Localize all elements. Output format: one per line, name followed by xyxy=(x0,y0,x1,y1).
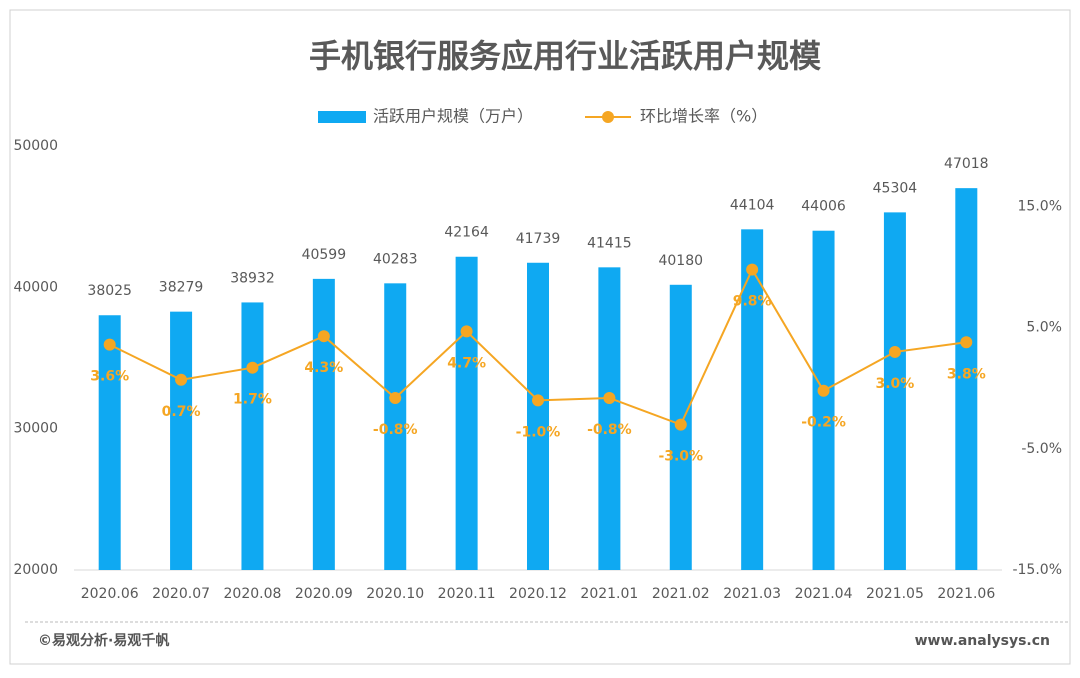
bar xyxy=(955,188,978,570)
bar xyxy=(527,262,549,570)
x-tick-label: 2020.11 xyxy=(438,586,496,602)
x-tick-label: 2021.02 xyxy=(652,586,710,602)
line-point xyxy=(674,418,687,431)
x-tick-label: 2021.04 xyxy=(795,586,853,602)
x-tick-label: 2021.06 xyxy=(937,586,995,602)
x-tick-label: 2020.12 xyxy=(509,586,567,602)
legend-swatch xyxy=(318,111,366,123)
x-tick-label: 2021.01 xyxy=(580,586,638,602)
x-tick-label: 2020.06 xyxy=(81,586,139,602)
chart-title: 手机银行服务应用行业活跃用户规模 xyxy=(309,37,821,75)
line-point xyxy=(460,325,473,338)
legend-label: 环比增长率（%） xyxy=(640,107,767,126)
line-point xyxy=(960,336,973,349)
line-value-label: 4.7% xyxy=(447,355,486,371)
bar-value-label: 44104 xyxy=(730,197,775,213)
bar-value-label: 38932 xyxy=(230,270,275,286)
line-value-label: 1.7% xyxy=(233,392,272,408)
y-tick-label: 50000 xyxy=(13,138,58,154)
line-point xyxy=(175,373,188,386)
bar-value-label: 42164 xyxy=(444,225,489,241)
x-tick-label: 2021.03 xyxy=(723,586,781,602)
legend-label: 活跃用户规模（万户） xyxy=(373,107,533,126)
y-tick-label: 30000 xyxy=(13,421,58,437)
bar xyxy=(455,256,478,570)
line-value-label: 3.8% xyxy=(947,366,986,382)
x-tick-label: 2020.08 xyxy=(224,586,282,602)
footer-source: ©易观分析·易观千帆 xyxy=(38,632,169,649)
line-value-label: -0.2% xyxy=(801,415,846,431)
y-tick-label: 40000 xyxy=(13,279,58,295)
bar xyxy=(812,230,835,570)
line-point xyxy=(317,330,330,343)
line-value-label: -1.0% xyxy=(516,424,561,440)
line-value-label: -3.0% xyxy=(658,449,703,465)
bar-value-label: 41739 xyxy=(516,231,561,247)
bar-value-label: 40599 xyxy=(302,247,347,263)
bar xyxy=(384,283,407,570)
y2-tick-label: 5.0% xyxy=(1026,320,1062,336)
bar-value-label: 41415 xyxy=(587,235,632,251)
y2-tick-label: -15.0% xyxy=(1012,562,1062,578)
line-point xyxy=(746,263,759,276)
bar xyxy=(883,212,906,571)
bar xyxy=(170,311,193,570)
line-value-label: -0.8% xyxy=(587,422,632,438)
legend-swatch xyxy=(602,111,614,123)
x-tick-label: 2021.05 xyxy=(866,586,924,602)
bar xyxy=(241,302,264,570)
bar-value-label: 40180 xyxy=(658,253,703,269)
line-point xyxy=(532,394,544,407)
bar xyxy=(312,278,335,570)
line-point xyxy=(603,391,616,404)
line-value-label: 0.7% xyxy=(162,404,201,420)
line-value-label: 3.6% xyxy=(90,369,129,385)
line-value-label: 3.0% xyxy=(876,376,915,392)
frame xyxy=(9,9,1071,665)
bar-value-label: 45304 xyxy=(873,180,918,196)
x-tick-label: 2020.10 xyxy=(366,586,424,602)
line-point xyxy=(246,361,259,374)
line-point xyxy=(389,391,402,404)
line-point xyxy=(888,345,901,358)
bar-value-label: 40283 xyxy=(373,251,418,267)
footer-website: www.analysys.cn xyxy=(915,633,1050,649)
x-tick-label: 2020.07 xyxy=(152,586,210,602)
bar xyxy=(98,315,121,570)
bar-value-label: 47018 xyxy=(944,156,989,172)
bar xyxy=(598,267,621,570)
line-value-label: -0.8% xyxy=(373,422,418,438)
line-point xyxy=(817,384,830,397)
bar-value-label: 38279 xyxy=(159,280,204,296)
bar-value-label: 38025 xyxy=(87,283,132,299)
y2-tick-label: 15.0% xyxy=(1018,199,1062,215)
line-point xyxy=(103,338,116,351)
bar-value-label: 44006 xyxy=(801,199,846,215)
x-tick-label: 2020.09 xyxy=(295,586,353,602)
line-value-label: 9.8% xyxy=(733,294,772,310)
line-value-label: 4.3% xyxy=(304,360,343,376)
y-tick-label: 20000 xyxy=(13,562,58,578)
y2-tick-label: -5.0% xyxy=(1021,441,1062,457)
bar xyxy=(741,229,764,570)
